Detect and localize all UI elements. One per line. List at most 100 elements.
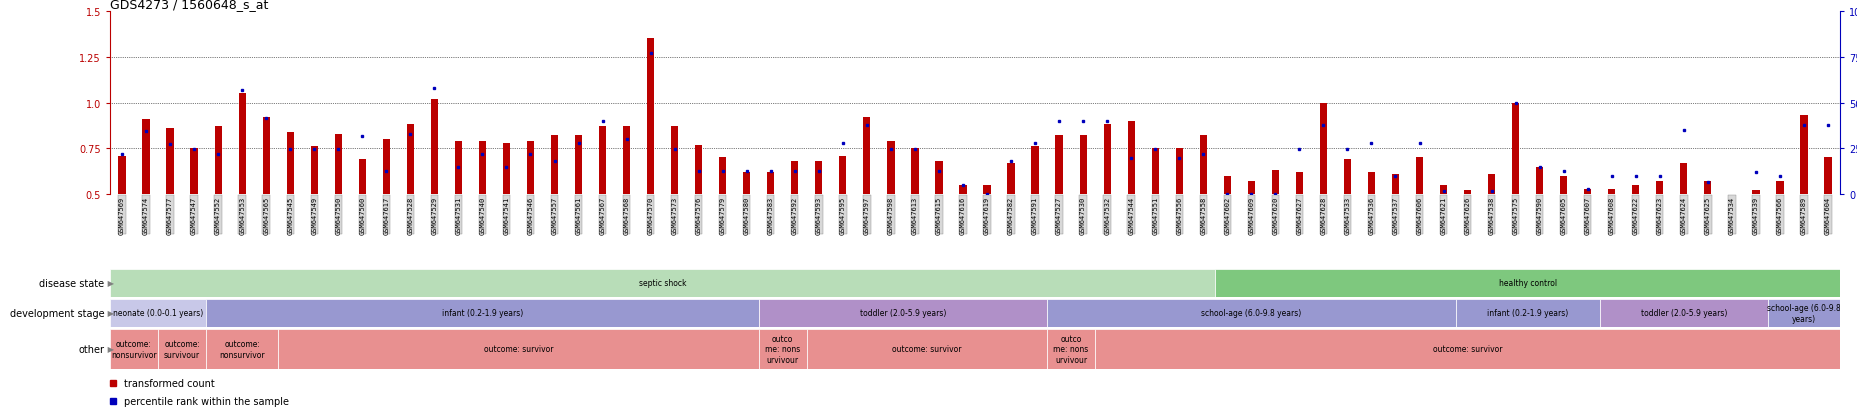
Text: ▶: ▶ (106, 345, 115, 354)
Bar (1047, 329, 1094, 369)
Text: toddler (2.0-5.9 years): toddler (2.0-5.9 years) (1640, 309, 1725, 318)
Text: infant (0.2-1.9 years): infant (0.2-1.9 years) (1486, 309, 1567, 318)
Bar (1175, 149, 1183, 195)
Text: outcome:
nonsurvivor: outcome: nonsurvivor (111, 339, 156, 359)
Bar (1439, 185, 1447, 195)
Bar (719, 158, 726, 195)
Bar (758, 329, 806, 369)
Bar (1703, 182, 1710, 195)
Bar (1679, 164, 1686, 195)
Bar (1536, 167, 1543, 195)
Bar (1127, 121, 1135, 195)
Bar (143, 120, 150, 195)
Bar (574, 136, 581, 195)
Text: infant (0.2-1.9 years): infant (0.2-1.9 years) (442, 309, 524, 318)
Bar (119, 156, 126, 195)
Bar (479, 142, 487, 195)
Bar (1031, 147, 1038, 195)
Bar (1487, 174, 1495, 195)
Text: outcome: survivor: outcome: survivor (1432, 345, 1502, 354)
Bar (1103, 125, 1110, 195)
Bar (279, 329, 758, 369)
Bar (206, 299, 758, 327)
Bar (383, 140, 390, 195)
Bar (527, 142, 533, 195)
Bar (1824, 158, 1831, 195)
Text: other: other (78, 344, 104, 354)
Bar (1270, 171, 1278, 195)
Bar (358, 160, 366, 195)
Text: neonate (0.0-0.1 years): neonate (0.0-0.1 years) (113, 309, 202, 318)
Text: outcome:
nonsurvivor: outcome: nonsurvivor (219, 339, 266, 359)
Bar (670, 127, 678, 195)
Bar (1367, 173, 1374, 195)
Bar (1224, 176, 1229, 195)
Bar (839, 156, 847, 195)
Bar (1584, 189, 1590, 195)
Bar (815, 161, 823, 195)
Bar (552, 136, 557, 195)
Bar (1047, 299, 1454, 327)
Bar (1391, 174, 1398, 195)
Text: septic shock: septic shock (639, 279, 685, 288)
Bar (982, 185, 990, 195)
Bar (958, 185, 966, 195)
Bar (1775, 182, 1783, 195)
Bar (1751, 191, 1759, 195)
Bar (262, 118, 269, 195)
Bar (1294, 173, 1302, 195)
Bar (167, 129, 173, 195)
Bar (888, 142, 893, 195)
Bar (1463, 191, 1471, 195)
Text: school-age (6.0-9.8
years): school-age (6.0-9.8 years) (1766, 304, 1840, 323)
Text: outcome: survivor: outcome: survivor (483, 345, 553, 354)
Text: development stage: development stage (9, 308, 104, 318)
Bar (598, 127, 605, 195)
Bar (1415, 158, 1422, 195)
Bar (407, 125, 414, 195)
Text: toddler (2.0-5.9 years): toddler (2.0-5.9 years) (860, 309, 945, 318)
Bar (695, 145, 702, 195)
Bar (238, 94, 245, 195)
Bar (910, 149, 917, 195)
Bar (767, 173, 774, 195)
Bar (1799, 116, 1807, 195)
Bar (1630, 185, 1638, 195)
Bar (1560, 176, 1567, 195)
Bar (1343, 160, 1350, 195)
Text: disease state: disease state (39, 278, 104, 288)
Bar (791, 161, 799, 195)
Text: healthy control: healthy control (1499, 279, 1556, 288)
Bar (758, 299, 1047, 327)
Bar (1318, 103, 1326, 195)
Bar (110, 269, 1214, 297)
Bar (286, 133, 293, 195)
Bar (1599, 299, 1768, 327)
Text: percentile rank within the sample: percentile rank within the sample (124, 396, 288, 406)
Bar (1055, 136, 1062, 195)
Bar (1608, 189, 1614, 195)
Text: transformed count: transformed count (124, 378, 214, 388)
Bar (503, 143, 511, 195)
Bar (206, 329, 279, 369)
Bar (806, 329, 1047, 369)
Bar (455, 142, 462, 195)
Text: ▶: ▶ (106, 279, 115, 288)
Bar (1094, 329, 1838, 369)
Bar (431, 100, 438, 195)
Text: outcome: survivor: outcome: survivor (891, 345, 962, 354)
Bar (310, 147, 318, 195)
Bar (743, 173, 750, 195)
Bar (1454, 299, 1599, 327)
Bar (1727, 195, 1734, 204)
Bar (110, 329, 158, 369)
Bar (110, 299, 206, 327)
Bar (1151, 149, 1159, 195)
Bar (1512, 103, 1519, 195)
Bar (1006, 164, 1014, 195)
Bar (1079, 136, 1086, 195)
Bar (1214, 269, 1838, 297)
Bar (334, 134, 342, 195)
Bar (622, 127, 630, 195)
Bar (1200, 136, 1207, 195)
